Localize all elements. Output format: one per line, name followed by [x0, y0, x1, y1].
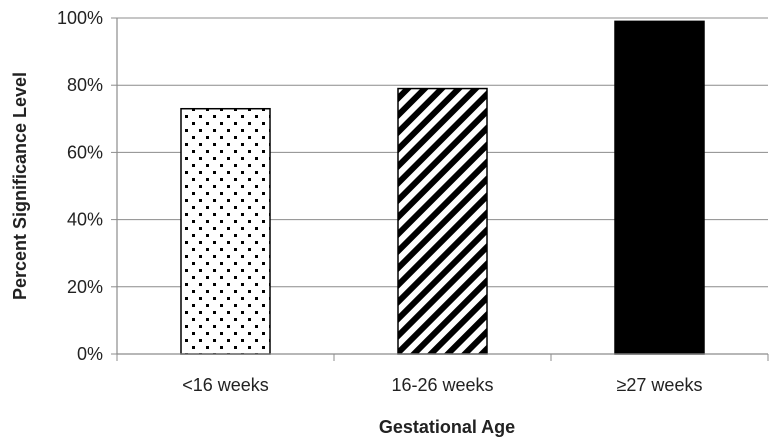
y-tick-label: 100% [57, 8, 103, 28]
bar-2 [397, 87, 488, 355]
y-axis-title: Percent Significance Level [10, 72, 30, 300]
x-axis-title: Gestational Age [379, 417, 515, 437]
y-tick-label: 80% [67, 75, 103, 95]
y-tick-label: 0% [77, 344, 103, 364]
x-axis-tick-labels: <16 weeks 16-26 weeks ≥27 weeks [182, 375, 702, 395]
y-axis-tick-labels: 0% 20% 40% 60% 80% 100% [57, 8, 103, 364]
y-tick-label: 40% [67, 210, 103, 230]
y-tick-label: 20% [67, 277, 103, 297]
bars [180, 20, 705, 355]
y-tick-label: 60% [67, 142, 103, 162]
x-tick-label: 16-26 weeks [391, 375, 493, 395]
x-tick-label: ≥27 weeks [617, 375, 703, 395]
x-tick-label: <16 weeks [182, 375, 269, 395]
axes [116, 18, 769, 361]
bar-1 [180, 107, 271, 355]
bar-3 [614, 20, 705, 355]
